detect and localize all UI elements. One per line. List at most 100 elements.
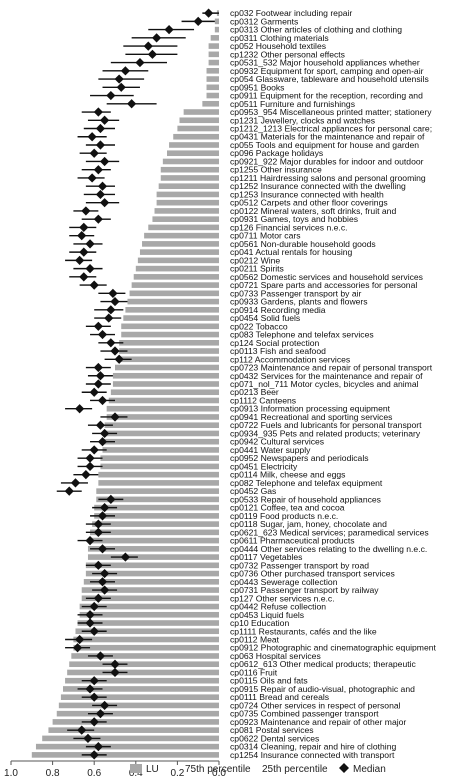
legend-swatch-median [339, 763, 349, 773]
bar-lu [65, 677, 219, 684]
median-marker [87, 173, 97, 183]
bar-lu [48, 727, 219, 733]
bar-lu [35, 743, 220, 750]
median-marker [85, 461, 95, 472]
median-marker [164, 25, 174, 35]
category-label: cp083 Telephone and telefax services [230, 330, 374, 340]
median-marker [83, 733, 93, 743]
legend-label: Median [353, 764, 386, 775]
bar-lu [87, 554, 220, 560]
bar-lu [148, 224, 219, 231]
median-marker [89, 676, 99, 686]
bar-lu [210, 35, 219, 41]
median-marker [100, 568, 110, 579]
median-marker [110, 346, 120, 356]
category-label: cp1111 Restaurants, cafés and the like [230, 626, 377, 636]
bar-lu [58, 702, 220, 709]
median-marker [116, 82, 126, 92]
category-label: cp0721 Spare parts and accessories for p… [230, 280, 417, 290]
category-label: cp0942 Cultural services [230, 437, 324, 447]
category-label: cp0113 Fish and seafood [230, 346, 326, 356]
category-label: cp0441 Water supply [230, 445, 311, 455]
x-tick-label: 0.2 [170, 768, 184, 777]
bar-lu [129, 290, 219, 297]
bar-lu [117, 356, 219, 363]
bar-lu [156, 199, 219, 206]
category-label: cp0533 Repair of household appliances [230, 494, 381, 504]
median-marker [85, 453, 95, 463]
median-marker [100, 156, 110, 167]
median-marker [93, 107, 103, 117]
category-label: cp0442 Refuse collection [230, 602, 326, 612]
x-tick-label: 0.6 [87, 768, 101, 777]
median-marker [89, 280, 99, 290]
bar-lu [42, 735, 220, 742]
median-marker [77, 725, 87, 735]
median-marker [93, 362, 103, 373]
category-label: cp0921_922 Major durables for indoor and… [230, 156, 424, 166]
bar-lu [167, 150, 219, 157]
category-label: cp124 Social protection [230, 338, 320, 348]
category-label: cp0443 Sewerage collection [230, 577, 338, 587]
legend-swatch-lu [130, 764, 142, 773]
median-marker [106, 338, 116, 348]
median-marker [89, 717, 99, 727]
median-marker [85, 618, 95, 628]
legend-label: 25th percentile [262, 764, 328, 775]
median-marker [89, 692, 99, 702]
median-marker [100, 115, 110, 125]
category-label: cp054 Glassware, tableware and household… [230, 74, 429, 84]
bar-lu [81, 595, 219, 602]
median-marker [97, 329, 108, 340]
category-label: cp0313 Other articles of clothing and cl… [230, 25, 402, 35]
median-marker [81, 206, 91, 216]
bar-lu [139, 249, 219, 255]
bar-lu [67, 669, 219, 676]
median-marker [97, 577, 108, 587]
category-label: cp0115 Oils and fats [230, 676, 308, 686]
median-marker [85, 684, 95, 694]
median-marker [89, 626, 99, 636]
median-marker [97, 395, 108, 406]
category-label: cp0934_935 Pets and related products; ve… [230, 428, 421, 438]
category-label: cp0451 Electricity [230, 461, 298, 471]
bar-lu [85, 562, 219, 569]
category-label: cp0212 Wine [230, 255, 280, 265]
bar-lu [135, 265, 219, 272]
median-marker [114, 354, 124, 364]
bar-lu [127, 298, 219, 305]
category-label: cp1252 Insurance connected with the dwel… [230, 181, 406, 191]
category-label: cp0111 Bread and cereals [230, 692, 329, 702]
bar-lu [137, 257, 219, 264]
category-label: cp1253 Insurance connected with health [230, 189, 384, 199]
category-label: cp0454 Solid fuels [230, 313, 300, 323]
category-label: cp1211 Hairdressing salons and personal … [230, 173, 426, 183]
category-label: cp063 Hospital services [230, 651, 321, 661]
bar-lu [206, 84, 219, 91]
bar-lu [121, 331, 219, 338]
median-marker [89, 601, 99, 612]
bar-lu [208, 59, 219, 66]
category-label: cp0312 Garments [230, 16, 298, 26]
bar-lu [206, 68, 219, 74]
category-label: cp0736 Other purchased transport service… [230, 569, 395, 579]
bar-lu [52, 719, 219, 725]
median-marker [93, 379, 103, 389]
median-marker [75, 255, 85, 265]
median-marker [87, 132, 97, 142]
category-label: cp0911 Equipment for the reception, reco… [230, 91, 423, 101]
category-label: cp0732 Passenger transport by road [230, 560, 369, 570]
bar-lu [156, 191, 219, 198]
bar-lu [214, 18, 219, 25]
median-marker [93, 321, 103, 331]
bar-lu [71, 653, 219, 659]
bar-lu [56, 710, 220, 717]
median-marker [100, 428, 110, 439]
bar-lu [106, 405, 219, 412]
median-marker [106, 494, 116, 504]
category-label: cp0562 Domestic services and household s… [230, 272, 423, 282]
category-label: cp0561 Non-durable household goods [230, 239, 376, 249]
bar-lu [31, 752, 219, 758]
category-label: cp071_nol_711 Motor cycles, bicycles and… [230, 379, 419, 389]
category-label: cp0952 Newspapers and periodicals [230, 453, 369, 463]
